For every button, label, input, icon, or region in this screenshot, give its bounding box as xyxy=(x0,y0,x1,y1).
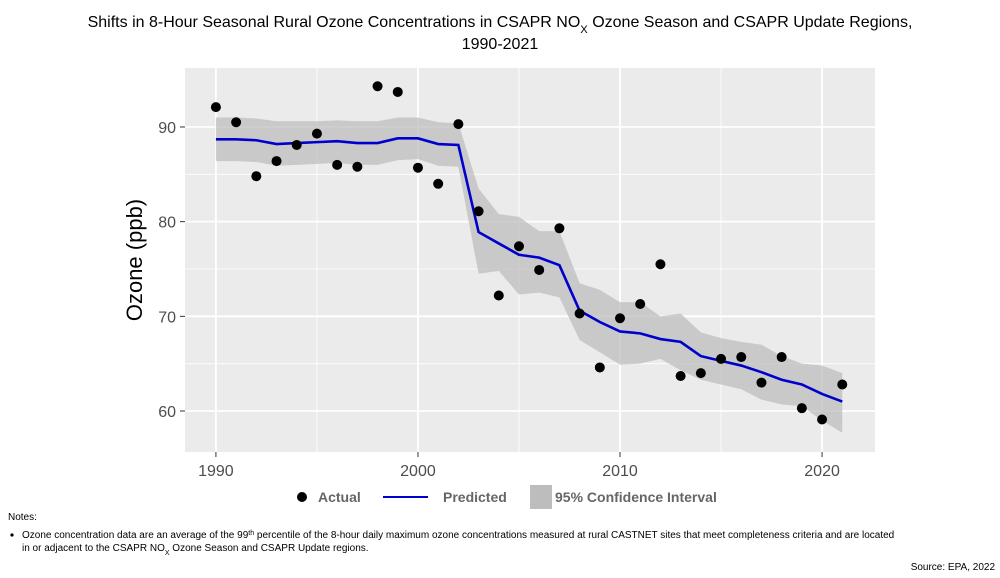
actual-point xyxy=(675,370,686,381)
actual-point xyxy=(332,159,343,170)
actual-point xyxy=(756,377,767,388)
legend-symbol xyxy=(297,492,307,502)
actual-point xyxy=(776,352,787,363)
note-bullet xyxy=(10,533,14,537)
actual-point xyxy=(392,86,403,97)
text-run: percentile of the 8-hour daily maximum o… xyxy=(254,530,894,541)
actual-point xyxy=(453,119,464,130)
actual-point xyxy=(352,161,363,172)
actual-point xyxy=(231,117,242,128)
actual-point xyxy=(716,353,727,364)
x-tick-label: 1990 xyxy=(198,463,234,480)
x-tick-label: 2020 xyxy=(804,463,840,480)
actual-point xyxy=(433,178,444,189)
actual-point xyxy=(736,352,747,363)
legend-symbol xyxy=(530,485,552,509)
actual-point xyxy=(372,81,383,92)
text-run: Ozone Season and CSAPR Update regions. xyxy=(170,543,369,554)
actual-point xyxy=(796,403,807,414)
actual-point xyxy=(493,290,504,301)
actual-point xyxy=(513,241,524,252)
actual-point xyxy=(534,264,545,275)
text-run: th xyxy=(248,530,254,537)
actual-point xyxy=(412,162,423,173)
actual-point xyxy=(473,206,484,217)
y-tick-label: 80 xyxy=(158,215,176,232)
actual-point xyxy=(210,102,221,113)
y-tick-label: 60 xyxy=(158,404,176,421)
actual-point xyxy=(655,259,666,270)
actual-point xyxy=(554,223,565,234)
actual-point xyxy=(594,362,605,373)
predicted-line xyxy=(215,137,843,403)
actual-point xyxy=(695,368,706,379)
y-axis-label: Ozone (ppb) xyxy=(122,199,147,321)
text-run: Shifts in 8-Hour Seasonal Rural Ozone Co… xyxy=(88,14,581,31)
actual-point xyxy=(837,379,848,390)
source: Source: EPA, 2022 xyxy=(911,562,996,573)
legend-label: Predicted xyxy=(443,489,507,505)
confidence-band xyxy=(215,117,843,433)
actual-point xyxy=(271,156,282,167)
legend-label: Actual xyxy=(318,489,361,505)
x-tick-label: 2010 xyxy=(602,463,638,480)
y-tick-label: 90 xyxy=(158,120,176,137)
notes-label: Notes: xyxy=(8,512,37,523)
plot-layers xyxy=(210,81,848,433)
actual-point xyxy=(291,139,302,150)
chart-title: 1990-2021 xyxy=(462,36,539,53)
actual-point xyxy=(251,171,262,182)
actual-point xyxy=(615,313,626,324)
text-run: 1990-2021 xyxy=(462,36,539,53)
x-tick-label: 2000 xyxy=(400,463,436,480)
y-tick-label: 70 xyxy=(158,309,176,326)
actual-point xyxy=(635,299,646,310)
text-run: Ozone concentration data are an average … xyxy=(22,530,249,541)
text-run: X xyxy=(165,550,170,557)
text-run: Ozone Season and CSAPR Update Regions, xyxy=(588,14,913,31)
actual-point xyxy=(817,414,828,425)
actual-point xyxy=(574,308,585,319)
legend-label: 95% Confidence Interval xyxy=(555,489,717,505)
note-text: Ozone concentration data are an average … xyxy=(22,530,894,542)
actual-point xyxy=(311,128,322,139)
chart-title: Shifts in 8-Hour Seasonal Rural Ozone Co… xyxy=(88,14,913,36)
text-run: X xyxy=(580,24,588,36)
note-text: in or adjacent to the CSAPR NOX Ozone Se… xyxy=(22,543,369,557)
text-run: in or adjacent to the CSAPR NO xyxy=(22,543,165,554)
